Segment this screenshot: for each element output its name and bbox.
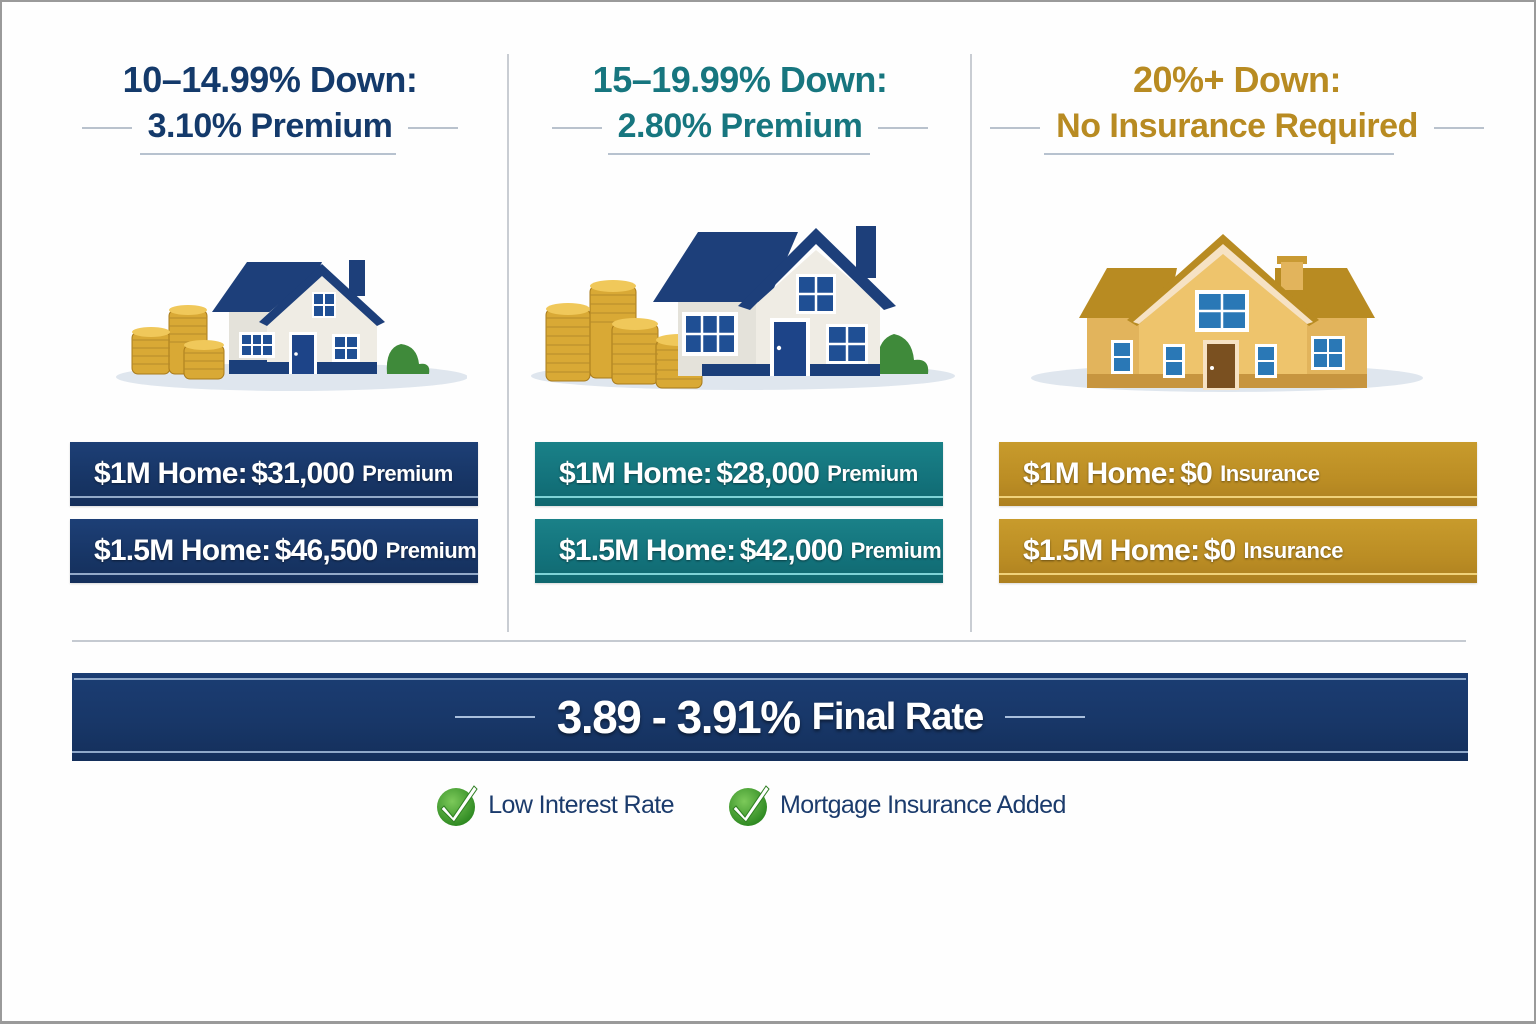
column-divider [507,54,509,632]
heading-underline [1044,153,1394,155]
home-price: $1.5M Home: [94,534,271,567]
highlight-item: Mortgage Insurance Added [726,782,1066,828]
column-divider [970,54,972,632]
highlight-label: Mortgage Insurance Added [779,790,1066,819]
home-price: $1M Home: [559,457,713,490]
decor-line [551,127,602,130]
insurance-row: $1.5M Home: $0 Insurance [999,519,1477,583]
premium-unit: Premium [362,461,453,486]
decor-line [1005,716,1086,718]
decor-line [454,716,535,718]
premium-row: $1M Home: $28,000 Premium [535,442,943,506]
tier-premium-text: 2.80% Premium [617,107,863,145]
insurance-unit: Insurance [1220,461,1320,486]
premium-row: $1.5M Home: $42,000 Premium [535,519,943,583]
highlight-label: Low Interest Rate [488,790,674,819]
final-rate-banner: 3.89 - 3.91% Final Rate [72,673,1468,761]
final-rate-range: 3.89 - 3.91% [556,691,801,743]
tier-15-19-down: 15–19.99% Down: 2.80% Premium [510,2,970,642]
highlights-list: Low Interest Rate Mortgage Insurance Add… [2,782,1536,828]
check-circle-icon [437,785,478,826]
tier-20-plus-down: 20%+ Down: No Insurance Required [972,2,1502,642]
tier-premium: No Insurance Required [972,105,1502,147]
gold-house-icon [1031,234,1423,392]
section-divider [72,640,1466,642]
premium-amount: $42,000 [739,534,844,567]
house-with-coins-icon [116,260,467,391]
tier-10-14-down: 10–14.99% Down: 3.10% Premium [32,2,508,642]
coin-stack-icon [545,280,703,389]
premium-amount: $28,000 [716,457,820,490]
insurance-unit: Insurance [1243,538,1344,563]
premium-row: $1M Home: $31,000 Premium [70,442,478,506]
check-circle-icon [728,785,770,826]
decor-line [1433,127,1484,130]
house-with-coins-icon [531,226,955,390]
premium-amount: $46,500 [274,534,379,567]
final-rate-label: Final Rate [811,695,985,738]
tier-heading: 10–14.99% Down: [122,59,418,100]
tier-premium-text: 3.10% Premium [147,107,393,145]
decor-line [408,127,459,130]
home-price: $1M Home: [1023,457,1177,490]
premium-amount: $31,000 [251,457,355,490]
decor-line [81,127,132,130]
premium-row: $1.5M Home: $46,500 Premium [70,519,478,583]
premium-unit: Premium [850,538,942,563]
heading-underline [140,153,396,155]
insurance-row: $1M Home: $0 Insurance [999,442,1477,506]
insurance-amount: $0 [1203,534,1237,567]
decor-line [990,127,1041,130]
tier-premium: 2.80% Premium [510,105,970,147]
coin-stack-icon [131,305,225,380]
tier-heading: 20%+ Down: [1132,59,1342,100]
insurance-amount: $0 [1180,457,1213,490]
highlight-item: Low Interest Rate [434,782,675,828]
home-price: $1M Home: [94,457,248,490]
premium-unit: Premium [385,538,477,563]
home-price: $1.5M Home: [559,534,736,567]
heading-underline [608,153,870,155]
tier-premium: 3.10% Premium [32,105,508,147]
tier-heading: 15–19.99% Down: [592,59,888,100]
home-price: $1.5M Home: [1023,534,1200,567]
decor-line [878,127,929,130]
tier-premium-text: No Insurance Required [1056,107,1418,145]
premium-unit: Premium [827,461,918,486]
